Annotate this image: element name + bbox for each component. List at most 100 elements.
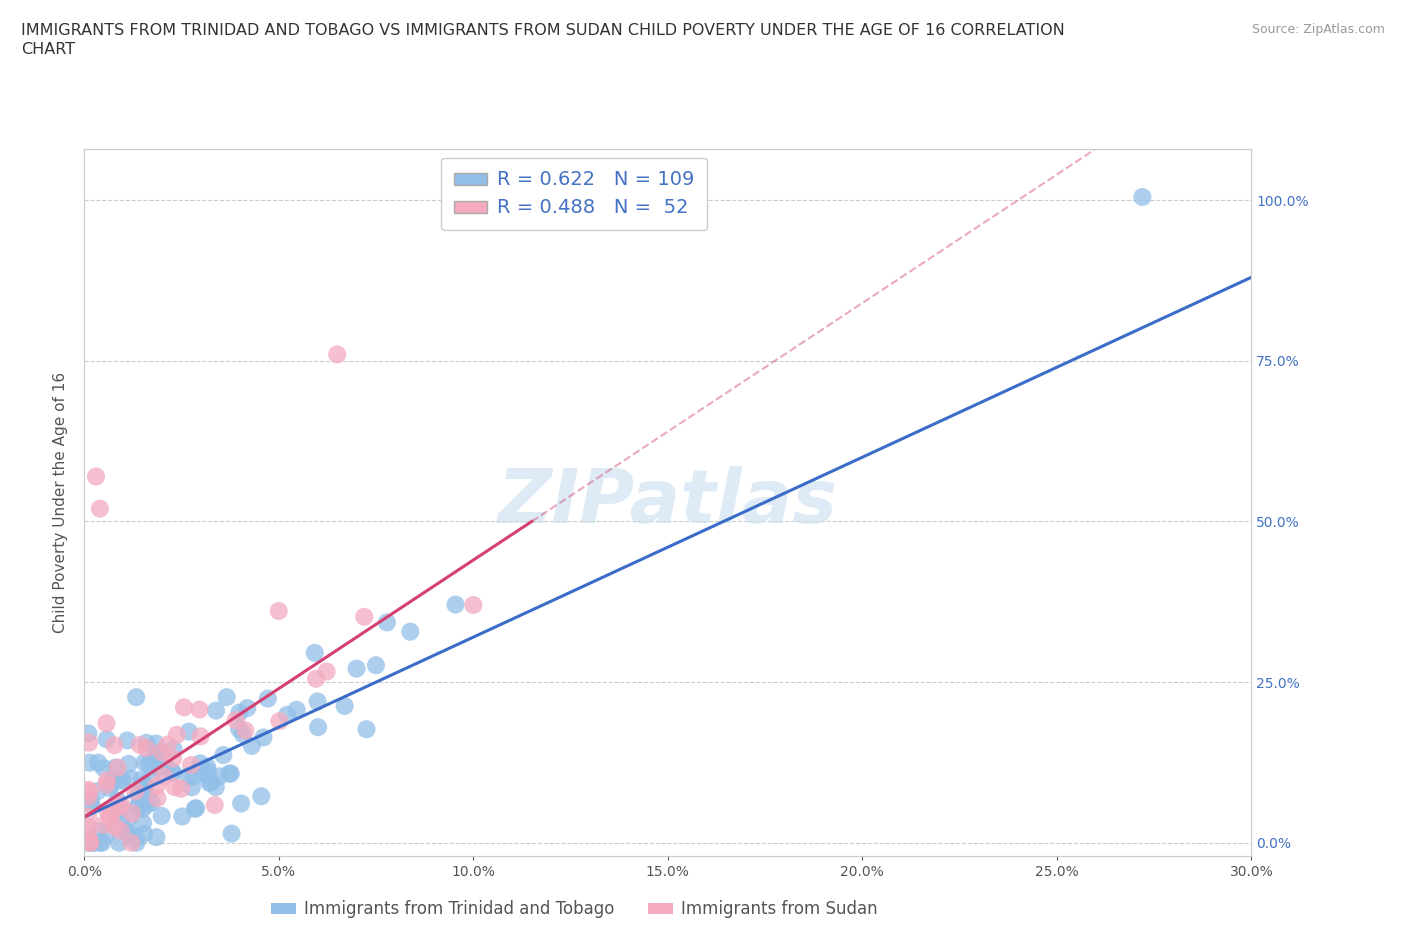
- Point: [399, 624, 422, 639]
- Point: [235, 723, 257, 737]
- Point: [267, 604, 290, 618]
- Point: [100, 777, 122, 792]
- Point: [162, 751, 184, 766]
- Point: [77, 827, 100, 842]
- Point: [89, 835, 111, 850]
- Point: [153, 769, 176, 784]
- Point: [166, 727, 188, 742]
- Point: [108, 800, 131, 815]
- Legend: Immigrants from Trinidad and Tobago, Immigrants from Sudan: Immigrants from Trinidad and Tobago, Imm…: [264, 894, 884, 925]
- Point: [232, 726, 254, 741]
- Point: [127, 800, 149, 815]
- Point: [96, 777, 118, 792]
- Point: [198, 776, 221, 790]
- Point: [240, 738, 263, 753]
- Point: [136, 797, 159, 812]
- Point: [87, 784, 110, 799]
- Point: [145, 747, 167, 762]
- Point: [131, 772, 153, 787]
- Point: [135, 740, 157, 755]
- Point: [115, 824, 138, 839]
- Point: [204, 779, 226, 794]
- Text: ZIPatlas: ZIPatlas: [498, 466, 838, 538]
- Point: [103, 737, 125, 752]
- Point: [132, 802, 155, 817]
- Point: [183, 769, 205, 784]
- Point: [1132, 190, 1154, 205]
- Point: [150, 808, 173, 823]
- Point: [307, 720, 329, 735]
- Point: [110, 801, 132, 816]
- Point: [256, 691, 278, 706]
- Point: [135, 788, 157, 803]
- Point: [204, 798, 226, 813]
- Point: [124, 784, 146, 799]
- Point: [77, 819, 100, 834]
- Point: [120, 835, 142, 850]
- Point: [108, 835, 131, 850]
- Point: [228, 705, 250, 720]
- Point: [89, 501, 111, 516]
- Point: [200, 775, 222, 790]
- Point: [205, 703, 228, 718]
- Point: [145, 746, 167, 761]
- Point: [145, 778, 167, 793]
- Point: [346, 661, 368, 676]
- Point: [127, 799, 149, 814]
- Point: [125, 835, 148, 850]
- Point: [444, 597, 467, 612]
- Point: [276, 708, 298, 723]
- Point: [87, 824, 110, 839]
- Point: [215, 690, 238, 705]
- Point: [96, 732, 118, 747]
- Point: [356, 722, 378, 737]
- Point: [173, 700, 195, 715]
- Point: [188, 702, 211, 717]
- Point: [197, 764, 219, 778]
- Point: [218, 766, 240, 781]
- Point: [315, 664, 337, 679]
- Point: [375, 615, 398, 630]
- Point: [136, 788, 159, 803]
- Point: [141, 795, 163, 810]
- Point: [98, 780, 121, 795]
- Point: [177, 768, 200, 783]
- Point: [190, 729, 212, 744]
- Point: [184, 801, 207, 816]
- Point: [79, 835, 101, 850]
- Point: [150, 745, 173, 760]
- Point: [110, 773, 132, 788]
- Point: [84, 469, 107, 484]
- Point: [80, 797, 103, 812]
- Point: [118, 756, 141, 771]
- Point: [177, 724, 200, 739]
- Point: [111, 773, 134, 788]
- Point: [132, 816, 155, 830]
- Point: [145, 737, 167, 751]
- Point: [128, 788, 150, 803]
- Point: [118, 826, 141, 841]
- Point: [87, 755, 110, 770]
- Point: [79, 784, 101, 799]
- Point: [326, 347, 349, 362]
- Point: [118, 810, 141, 825]
- Point: [145, 830, 167, 844]
- Point: [104, 819, 127, 834]
- Point: [120, 771, 142, 786]
- Point: [219, 766, 242, 781]
- Point: [117, 733, 139, 748]
- Point: [77, 830, 100, 845]
- Point: [79, 755, 101, 770]
- Point: [91, 835, 114, 850]
- Point: [125, 831, 148, 846]
- Point: [104, 808, 127, 823]
- Point: [333, 698, 356, 713]
- Point: [285, 702, 308, 717]
- Point: [96, 716, 118, 731]
- Point: [208, 769, 231, 784]
- Point: [148, 762, 170, 777]
- Point: [134, 755, 156, 770]
- Point: [93, 817, 115, 832]
- Point: [307, 694, 329, 709]
- Point: [141, 753, 163, 768]
